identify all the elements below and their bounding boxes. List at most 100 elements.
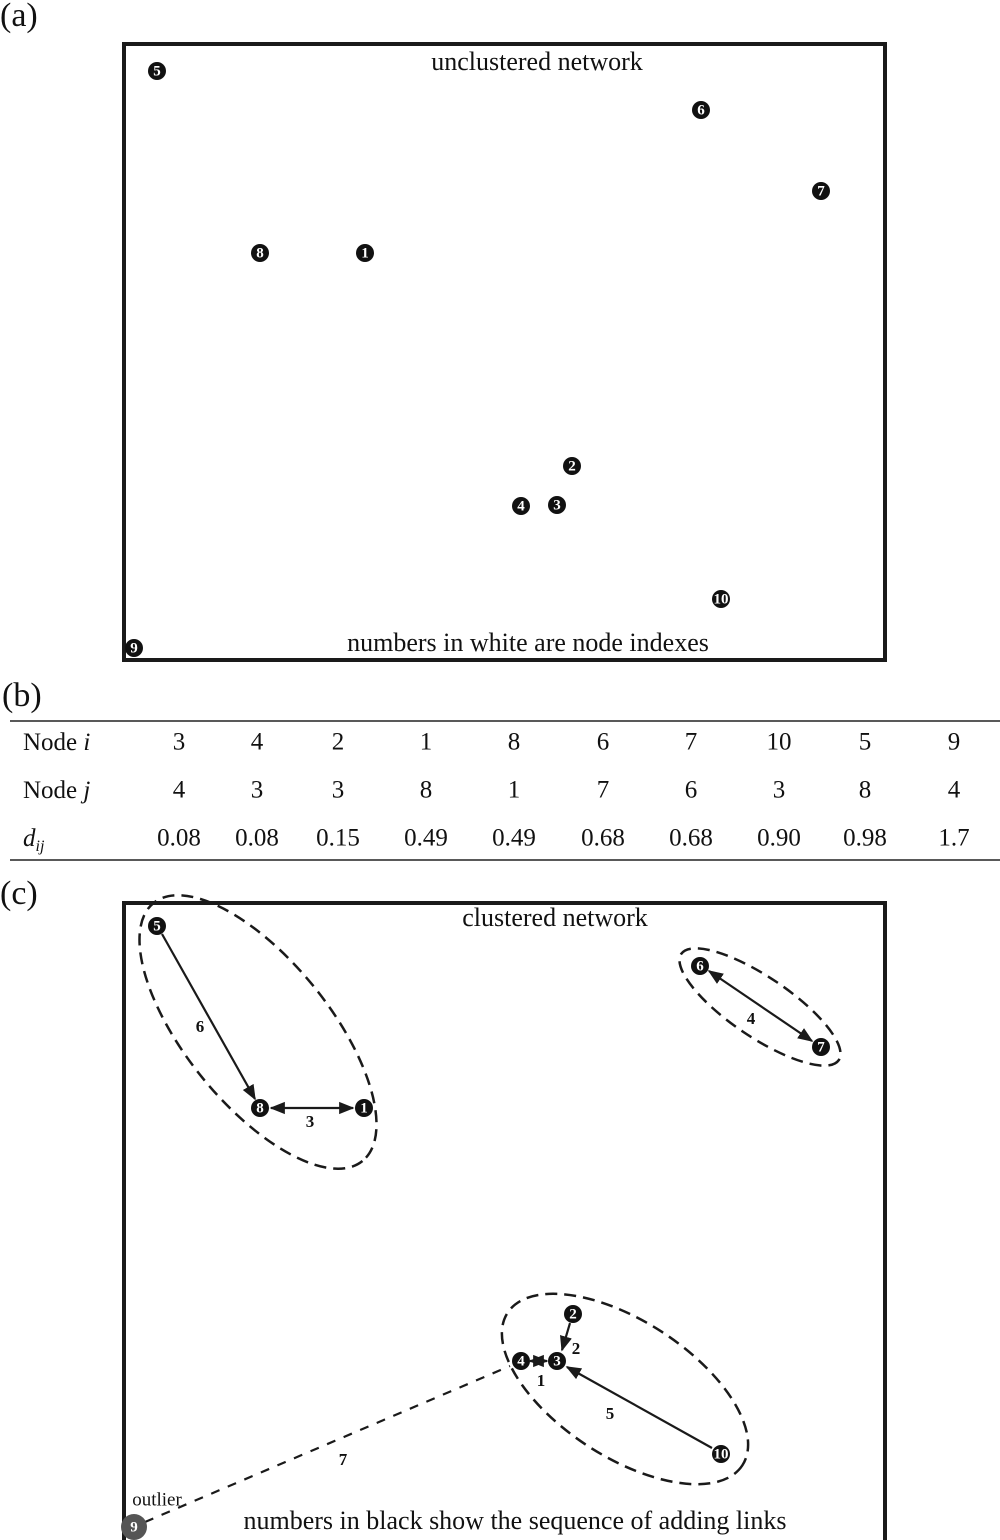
table-cell: 0.08 bbox=[157, 825, 201, 852]
node bbox=[692, 101, 710, 119]
panel-label: (b) bbox=[2, 677, 42, 714]
row-header: Node i bbox=[23, 729, 90, 756]
table-cell: 6 bbox=[597, 729, 610, 756]
link bbox=[161, 933, 256, 1101]
table-cell: 0.68 bbox=[669, 825, 713, 852]
node-index: 6 bbox=[696, 958, 704, 974]
node bbox=[563, 457, 581, 475]
node-index: 2 bbox=[568, 458, 576, 474]
table-cell: 4 bbox=[251, 729, 264, 756]
table-cell: 3 bbox=[173, 729, 186, 756]
panel-note: numbers in black show the sequence of ad… bbox=[244, 1506, 787, 1535]
node-index: 5 bbox=[153, 63, 161, 79]
table-cell: 0.08 bbox=[235, 825, 279, 852]
row-header-text: Node bbox=[23, 777, 77, 804]
node bbox=[148, 917, 166, 935]
table-cell: 4 bbox=[948, 777, 961, 804]
node-index: 8 bbox=[256, 1100, 264, 1116]
cluster-outline bbox=[138, 894, 378, 1170]
node bbox=[148, 62, 166, 80]
table-cell: 1 bbox=[508, 777, 521, 804]
node-index: 9 bbox=[130, 640, 138, 656]
node bbox=[548, 496, 566, 514]
panel-note: numbers in white are node indexes bbox=[347, 628, 709, 657]
node bbox=[564, 1305, 582, 1323]
link-order: 1 bbox=[537, 1371, 546, 1390]
link-order: 3 bbox=[306, 1112, 315, 1131]
node-index: 5 bbox=[153, 918, 161, 934]
table-cell: 8 bbox=[420, 777, 433, 804]
table-cell: 0.68 bbox=[581, 825, 625, 852]
table-cell: 7 bbox=[685, 729, 698, 756]
link-order: 2 bbox=[572, 1339, 581, 1358]
node bbox=[125, 639, 143, 657]
panel-frame bbox=[122, 42, 887, 662]
table-cell: 3 bbox=[251, 777, 264, 804]
node bbox=[251, 1099, 269, 1117]
row-header-sub: ij bbox=[36, 838, 45, 855]
node bbox=[812, 182, 830, 200]
table-cell: 8 bbox=[859, 777, 872, 804]
link bbox=[560, 1322, 572, 1352]
panel-frame bbox=[122, 901, 887, 1540]
panel-title: clustered network bbox=[462, 903, 648, 932]
node bbox=[548, 1352, 566, 1370]
node-index: 4 bbox=[517, 1353, 525, 1369]
table-cell: 3 bbox=[773, 777, 786, 804]
node bbox=[512, 497, 530, 515]
table-cell: 6 bbox=[685, 777, 698, 804]
node-index: 4 bbox=[517, 498, 525, 514]
table-cell: 0.49 bbox=[492, 825, 536, 852]
row-header-text: Node bbox=[23, 729, 77, 756]
cluster-outline bbox=[500, 1292, 750, 1486]
link bbox=[707, 970, 814, 1042]
node bbox=[812, 1038, 830, 1056]
table-cell: 5 bbox=[859, 729, 872, 756]
node bbox=[356, 244, 374, 262]
node-index: 1 bbox=[361, 245, 369, 261]
table-cell: 0.98 bbox=[843, 825, 887, 852]
node bbox=[121, 1514, 147, 1540]
table-cell: 0.49 bbox=[404, 825, 448, 852]
node-index: 3 bbox=[553, 497, 561, 513]
row-header-var: j bbox=[80, 777, 90, 804]
link-order: 7 bbox=[339, 1450, 348, 1469]
node-index: 1 bbox=[360, 1100, 368, 1116]
panel-label: (a) bbox=[0, 0, 38, 34]
node-index: 8 bbox=[256, 245, 264, 261]
table-cell: 4 bbox=[173, 777, 186, 804]
node bbox=[251, 244, 269, 262]
panel-label: (c) bbox=[0, 875, 38, 912]
table-cell: 7 bbox=[597, 777, 610, 804]
node-index: 10 bbox=[714, 591, 729, 607]
row-header: dij bbox=[23, 825, 45, 855]
link-order: 5 bbox=[606, 1404, 615, 1423]
node-index: 9 bbox=[130, 1519, 138, 1535]
table-cell: 1.7 bbox=[938, 825, 969, 852]
panel-title: unclustered network bbox=[431, 47, 643, 76]
table-cell: 2 bbox=[332, 729, 345, 756]
node bbox=[712, 590, 730, 608]
node bbox=[712, 1445, 730, 1463]
table-cell: 10 bbox=[767, 729, 792, 756]
node-index: 7 bbox=[817, 1039, 825, 1055]
node-index: 7 bbox=[817, 183, 825, 199]
node-index: 10 bbox=[714, 1446, 729, 1462]
row-header-var: d bbox=[23, 825, 36, 852]
node-index: 2 bbox=[569, 1306, 577, 1322]
table-cell: 0.15 bbox=[316, 825, 360, 852]
link-order: 6 bbox=[196, 1017, 205, 1036]
cluster-outline bbox=[678, 947, 842, 1067]
row-header: Node j bbox=[23, 777, 90, 804]
table-cell: 3 bbox=[332, 777, 345, 804]
node bbox=[691, 957, 709, 975]
link bbox=[565, 1366, 713, 1449]
link-order: 4 bbox=[747, 1009, 756, 1028]
table-cell: 0.90 bbox=[757, 825, 801, 852]
node-index: 3 bbox=[553, 1353, 561, 1369]
node bbox=[355, 1099, 373, 1117]
node-index: 6 bbox=[697, 102, 705, 118]
outlier-label: outlier bbox=[132, 1489, 182, 1510]
table-cell: 1 bbox=[420, 729, 433, 756]
